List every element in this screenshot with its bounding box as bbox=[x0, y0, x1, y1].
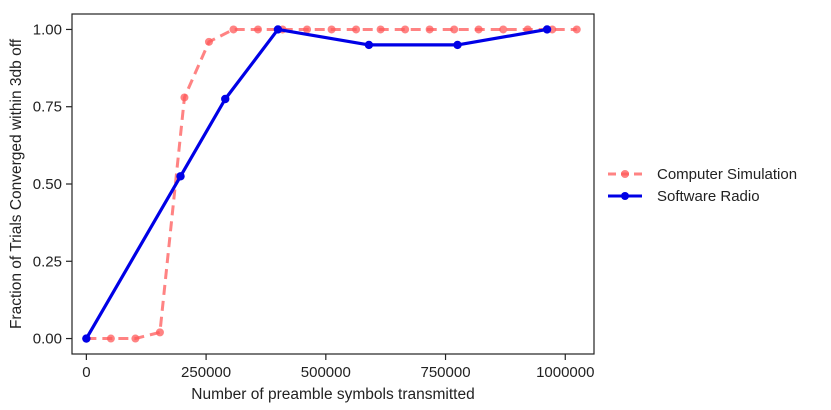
data-point bbox=[131, 334, 140, 343]
x-tick-label: 250000 bbox=[181, 364, 231, 381]
data-point bbox=[254, 25, 263, 34]
series-line bbox=[86, 27, 577, 341]
x-tick-label: 1000000 bbox=[536, 364, 594, 381]
y-tick-label: 0.50 bbox=[33, 176, 62, 193]
data-point bbox=[273, 25, 283, 34]
y-tick-label: 0.00 bbox=[33, 331, 62, 348]
data-point bbox=[229, 25, 238, 34]
legend-marker bbox=[621, 170, 629, 178]
legend-entry-label: Software Radio bbox=[657, 188, 760, 205]
series-0 bbox=[82, 25, 581, 343]
data-point bbox=[155, 328, 164, 337]
x-axis-label: Number of preamble symbols transmitted bbox=[191, 386, 474, 403]
plot-frame bbox=[71, 13, 595, 355]
data-point bbox=[364, 40, 374, 50]
data-point bbox=[82, 334, 91, 343]
data-point bbox=[176, 172, 185, 181]
data-point bbox=[474, 25, 483, 34]
data-point bbox=[180, 93, 189, 102]
data-point bbox=[303, 25, 312, 34]
series-line bbox=[84, 27, 548, 340]
data-point bbox=[352, 25, 361, 34]
data-point bbox=[450, 25, 459, 34]
y-tick-label: 1.00 bbox=[33, 21, 62, 38]
data-point bbox=[542, 25, 552, 34]
x-tick-label: 500000 bbox=[301, 364, 351, 381]
data-point bbox=[204, 37, 213, 46]
data-point bbox=[499, 25, 508, 34]
data-point bbox=[327, 25, 336, 34]
data-point bbox=[376, 25, 385, 34]
y-tick-label: 0.25 bbox=[33, 253, 62, 270]
data-point bbox=[425, 25, 434, 34]
series-layer bbox=[82, 25, 581, 343]
legend-entry-label: Computer Simulation bbox=[657, 166, 797, 183]
x-tick-label: 0 bbox=[82, 364, 90, 381]
series-1 bbox=[82, 25, 552, 343]
data-point bbox=[453, 40, 462, 50]
data-point bbox=[401, 25, 410, 34]
legend: Computer Simulation Software Radio bbox=[608, 166, 797, 205]
y-axis-label: Fraction of Trials Converged within 3db … bbox=[8, 38, 25, 329]
data-point bbox=[572, 25, 581, 34]
y-axis-ticks: 0.00 0.25 0.50 0.75 1.00 bbox=[33, 21, 72, 348]
legend-marker bbox=[621, 192, 629, 200]
data-point bbox=[106, 334, 115, 343]
y-tick-label: 0.75 bbox=[33, 99, 62, 116]
x-axis-ticks: 0 250000 500000 750000 1000000 bbox=[82, 354, 594, 381]
data-point bbox=[221, 94, 230, 104]
x-tick-label: 750000 bbox=[421, 364, 471, 381]
